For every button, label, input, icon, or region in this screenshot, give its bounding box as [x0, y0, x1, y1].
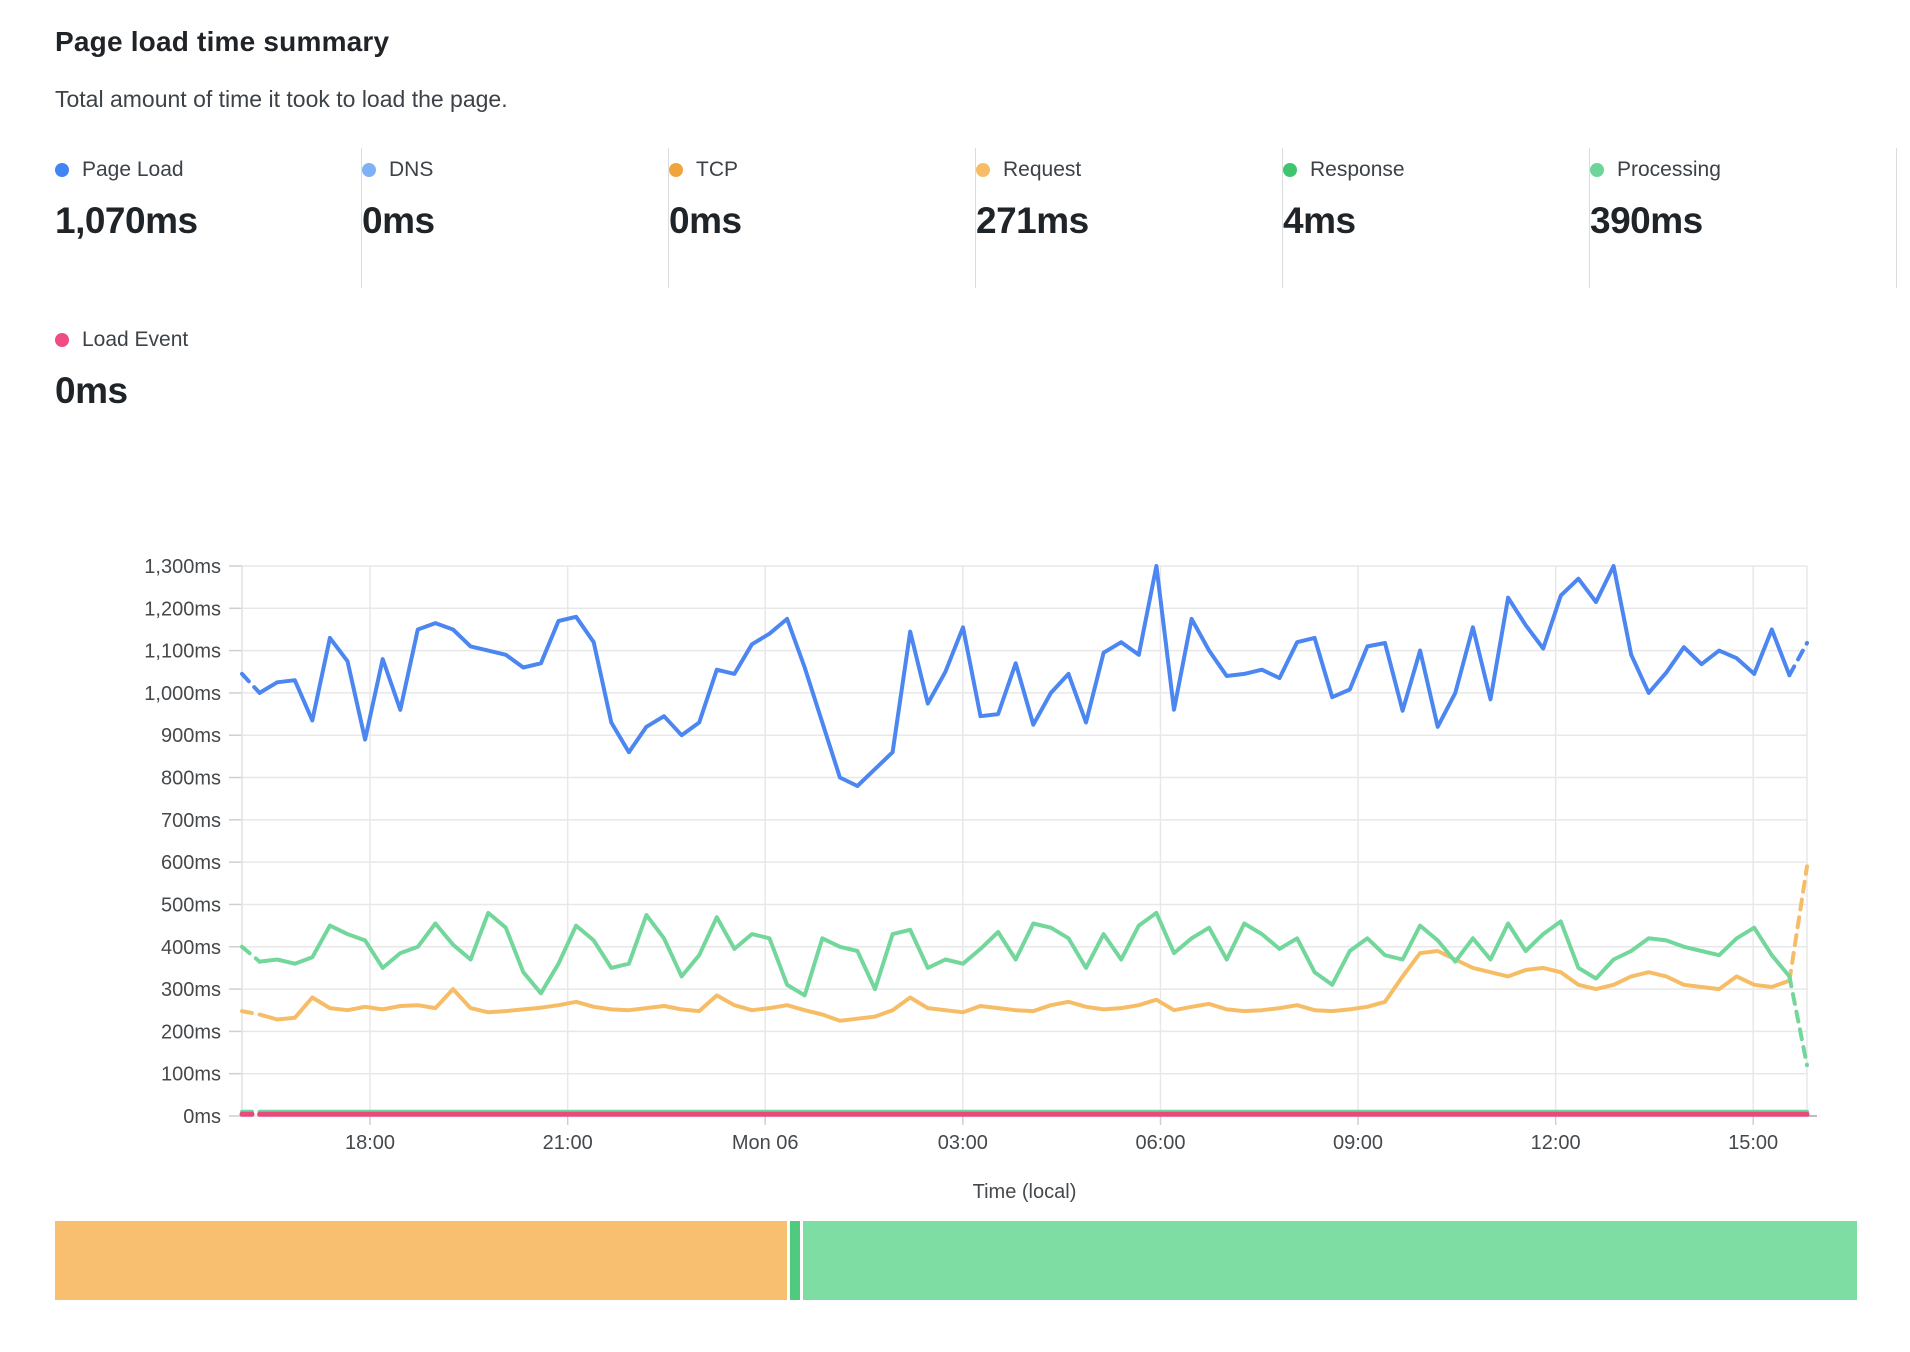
- bar-segment-request-share[interactable]: [55, 1221, 787, 1300]
- metric-value: 0ms: [362, 200, 435, 241]
- metric-label: Page Load: [82, 158, 184, 181]
- metric-label: TCP: [696, 158, 738, 181]
- legend-item-page-load[interactable]: Page Load 1,070ms: [55, 148, 362, 288]
- svg-text:300ms: 300ms: [161, 979, 221, 1001]
- svg-text:03:00: 03:00: [938, 1132, 988, 1154]
- svg-text:Mon 06: Mon 06: [732, 1132, 799, 1154]
- svg-text:1,000ms: 1,000ms: [144, 683, 221, 705]
- metric-value: 0ms: [55, 370, 128, 411]
- timeline-distribution-bar[interactable]: [55, 1221, 1857, 1300]
- metric-label: Processing: [1617, 158, 1721, 181]
- load-time-line-chart[interactable]: 0ms 100ms 200ms 300ms 400ms 500ms 600ms 700ms 80…: [0, 540, 1910, 1220]
- svg-text:100ms: 100ms: [161, 1064, 221, 1086]
- svg-text:21:00: 21:00: [543, 1132, 593, 1154]
- metric-label: Request: [1003, 158, 1082, 181]
- metric-label: DNS: [389, 158, 434, 181]
- legend-item-response[interactable]: Response 4ms: [1283, 148, 1590, 288]
- svg-text:0ms: 0ms: [183, 1106, 221, 1128]
- svg-text:1,100ms: 1,100ms: [144, 641, 221, 663]
- metric-value: 390ms: [1590, 200, 1703, 241]
- legend-item-processing[interactable]: Processing 390ms: [1590, 148, 1897, 288]
- metric-value: 0ms: [669, 200, 742, 241]
- metrics-row-secondary: Load Event 0ms: [55, 318, 362, 458]
- metrics-row: Page Load 1,070ms DNS 0ms TCP 0ms Reques…: [55, 148, 1897, 288]
- metric-label: Response: [1310, 158, 1405, 181]
- bar-segment-connection-share[interactable]: [789, 1221, 800, 1300]
- dns-legend-dot-icon: [362, 163, 376, 177]
- svg-text:15:00: 15:00: [1728, 1132, 1778, 1154]
- legend-item-tcp[interactable]: TCP 0ms: [669, 148, 976, 288]
- load-event-legend-dot-icon: [55, 333, 69, 347]
- svg-text:500ms: 500ms: [161, 894, 221, 916]
- svg-text:600ms: 600ms: [161, 852, 221, 874]
- legend-item-dns[interactable]: DNS 0ms: [362, 148, 669, 288]
- processing-legend-dot-icon: [1590, 163, 1604, 177]
- svg-text:800ms: 800ms: [161, 768, 221, 790]
- svg-text:06:00: 06:00: [1135, 1132, 1185, 1154]
- response-legend-dot-icon: [1283, 163, 1297, 177]
- svg-text:900ms: 900ms: [161, 725, 221, 747]
- svg-text:1,300ms: 1,300ms: [144, 556, 221, 578]
- svg-text:09:00: 09:00: [1333, 1132, 1383, 1154]
- legend-item-request[interactable]: Request 271ms: [976, 148, 1283, 288]
- svg-text:400ms: 400ms: [161, 937, 221, 959]
- metric-value: 1,070ms: [55, 200, 198, 241]
- metric-value: 4ms: [1283, 200, 1356, 241]
- svg-text:18:00: 18:00: [345, 1132, 395, 1154]
- svg-text:12:00: 12:00: [1531, 1132, 1581, 1154]
- tcp-legend-dot-icon: [669, 163, 683, 177]
- page-title: Page load time summary: [55, 26, 390, 57]
- metric-label: Load Event: [82, 328, 189, 351]
- page-subtitle: Total amount of time it took to load the…: [55, 86, 508, 112]
- svg-text:700ms: 700ms: [161, 810, 221, 832]
- request-legend-dot-icon: [976, 163, 990, 177]
- svg-text:200ms: 200ms: [161, 1021, 221, 1043]
- bar-segment-processing-share[interactable]: [802, 1221, 1857, 1300]
- svg-text:Time (local): Time (local): [973, 1181, 1077, 1203]
- page-load-legend-dot-icon: [55, 163, 69, 177]
- svg-text:1,200ms: 1,200ms: [144, 598, 221, 620]
- metric-value: 271ms: [976, 200, 1089, 241]
- legend-item-load-event[interactable]: Load Event 0ms: [55, 318, 362, 458]
